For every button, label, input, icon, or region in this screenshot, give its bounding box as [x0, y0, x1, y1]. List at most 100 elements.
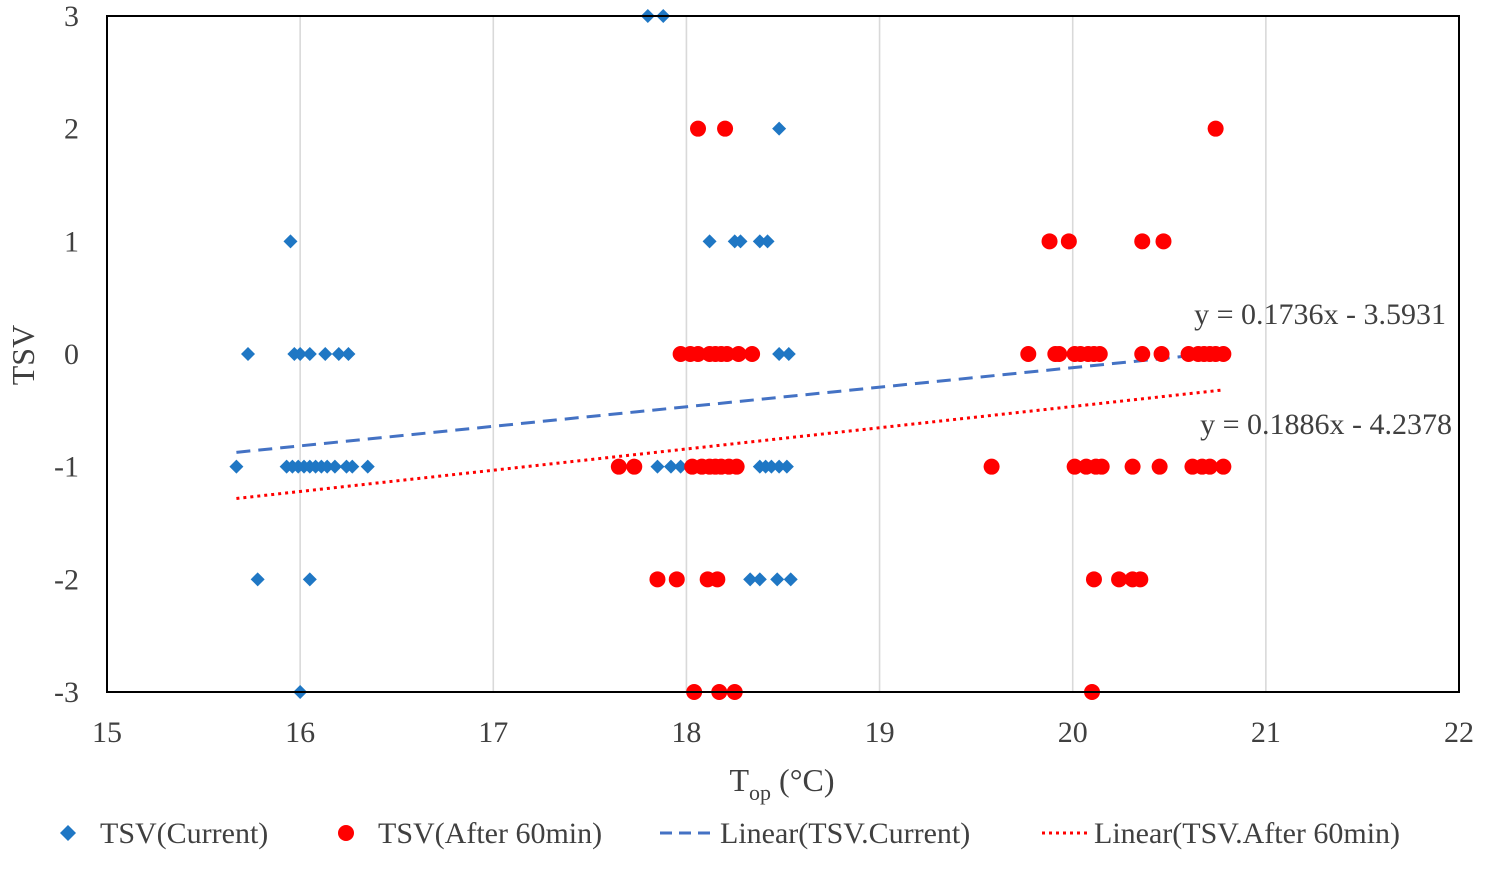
point-tsv-after-60min — [1085, 571, 1102, 588]
point-tsv-current — [772, 459, 787, 474]
point-tsv-current — [302, 572, 317, 587]
point-tsv-current — [341, 347, 356, 361]
legend-marker-current — [60, 825, 76, 841]
x-axis-title: Top (°C) — [730, 762, 835, 805]
point-tsv-after-60min — [718, 346, 735, 362]
legend-marker-after — [338, 825, 354, 841]
trendlines — [236, 350, 1224, 500]
point-tsv-after-60min — [626, 458, 643, 475]
y-tick-label: -1 — [54, 451, 79, 484]
x-axis-title-main: T — [730, 762, 750, 798]
point-tsv-current — [673, 459, 688, 474]
point-tsv-after-60min — [983, 458, 1000, 475]
point-tsv-after-60min — [668, 571, 685, 588]
x-tick-label: 19 — [865, 716, 895, 749]
point-tsv-after-60min — [728, 458, 745, 475]
point-tsv-current — [733, 234, 748, 249]
x-axis-title-unit: (°C) — [771, 762, 834, 798]
point-tsv-current — [345, 459, 360, 474]
point-tsv-current — [320, 459, 335, 474]
plot-area-border — [106, 15, 1460, 693]
x-tick-label: 16 — [285, 716, 315, 749]
data-points — [229, 9, 1232, 700]
point-tsv-current — [302, 347, 317, 361]
point-tsv-current — [770, 572, 785, 587]
point-tsv-after-60min — [1207, 120, 1224, 137]
y-tick-label: -2 — [54, 563, 79, 596]
point-tsv-current — [318, 347, 333, 361]
point-tsv-after-60min — [1066, 458, 1083, 475]
trendline-equation-current: y = 0.1736x - 3.5931 — [1194, 298, 1446, 331]
point-tsv-after-60min — [1111, 571, 1128, 588]
point-tsv-after-60min — [1124, 458, 1141, 475]
point-tsv-after-60min — [610, 458, 627, 475]
legend-label-after: TSV(After 60min) — [378, 817, 602, 850]
y-tick-label: -3 — [54, 676, 79, 709]
point-tsv-current — [229, 459, 244, 474]
y-tick-label: 0 — [64, 338, 79, 371]
point-tsv-after-60min — [649, 571, 666, 588]
y-tick-label: 1 — [64, 225, 79, 258]
legend-label-current-trend: Linear(TSV.Current) — [720, 817, 970, 850]
point-tsv-current — [772, 347, 787, 361]
point-tsv-after-60min — [1215, 346, 1232, 362]
point-tsv-after-60min — [1134, 233, 1151, 250]
x-tick-label: 18 — [671, 716, 701, 749]
point-tsv-after-60min — [1041, 233, 1058, 250]
trendline-current — [236, 350, 1224, 454]
legend-label-current: TSV(Current) — [100, 817, 268, 850]
legend-label-after-trend: Linear(TSV.After 60min) — [1094, 817, 1400, 850]
point-tsv-current — [760, 234, 775, 249]
x-tick-label: 15 — [92, 716, 122, 749]
point-tsv-after-60min — [1134, 346, 1151, 362]
point-tsv-current — [250, 572, 265, 587]
x-axis-title-subscript: op — [749, 780, 771, 805]
point-tsv-current — [781, 347, 796, 361]
point-tsv-current — [772, 121, 787, 136]
point-tsv-after-60min — [1091, 346, 1108, 362]
point-tsv-after-60min — [1215, 458, 1232, 475]
point-tsv-current — [240, 347, 255, 361]
point-tsv-current — [293, 347, 308, 361]
point-tsv-current — [327, 459, 342, 474]
x-tick-label: 21 — [1251, 716, 1281, 749]
point-tsv-after-60min — [709, 571, 726, 588]
point-tsv-after-60min — [1020, 346, 1037, 362]
point-tsv-after-60min — [1153, 346, 1170, 362]
trendline-equation-after: y = 0.1886x - 4.2378 — [1200, 408, 1452, 441]
point-tsv-after-60min — [717, 120, 734, 137]
point-tsv-current — [283, 234, 298, 249]
point-tsv-after-60min — [1201, 458, 1218, 475]
point-tsv-after-60min — [690, 346, 707, 362]
point-tsv-current — [331, 347, 346, 361]
y-tick-label: 2 — [64, 113, 79, 146]
legend: TSV(Current) TSV(After 60min) Linear(TSV… — [60, 817, 1400, 850]
y-axis-title: TSV — [5, 325, 41, 385]
point-tsv-after-60min — [690, 120, 707, 137]
x-tick-label: 22 — [1444, 716, 1474, 749]
point-tsv-current — [663, 459, 678, 474]
point-tsv-after-60min — [744, 346, 761, 362]
point-tsv-current — [702, 234, 717, 249]
point-tsv-after-60min — [1151, 458, 1168, 475]
point-tsv-after-60min — [1093, 458, 1110, 475]
point-tsv-after-60min — [1060, 233, 1077, 250]
point-tsv-current — [752, 234, 767, 249]
x-tick-label: 17 — [478, 716, 508, 749]
point-tsv-after-60min — [1132, 571, 1149, 588]
x-tick-label: 20 — [1058, 716, 1088, 749]
trendline-after — [236, 388, 1224, 500]
point-tsv-current — [743, 572, 758, 587]
point-tsv-after-60min — [730, 346, 747, 362]
point-tsv-current — [779, 459, 794, 474]
point-tsv-after-60min — [1051, 346, 1068, 362]
point-tsv-after-60min — [1155, 233, 1172, 250]
point-tsv-current — [360, 459, 375, 474]
point-tsv-current — [752, 572, 767, 587]
point-tsv-current — [764, 459, 779, 474]
point-tsv-current — [650, 459, 665, 474]
y-tick-label: 3 — [64, 0, 79, 33]
